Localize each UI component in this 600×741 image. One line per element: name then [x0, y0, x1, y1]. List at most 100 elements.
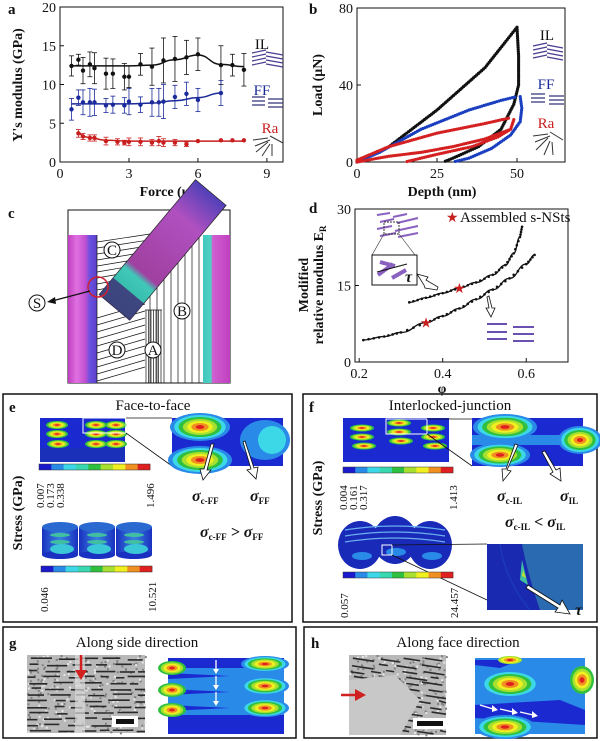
- stress-map-face: [475, 656, 594, 739]
- shear-arrow-icon: [376, 263, 408, 273]
- scale-bar: [417, 721, 443, 726]
- shear-inset: [371, 254, 418, 286]
- tem-noise: [372, 659, 375, 662]
- panel-h: h Along face direction: [303, 626, 598, 739]
- hatch-line: [96, 352, 146, 368]
- x-tick-label: 0: [57, 167, 64, 182]
- tem-stripe: [431, 711, 447, 716]
- tem-noise: [67, 673, 70, 676]
- hollow-arrow-icon: [501, 443, 519, 483]
- tem-noise: [422, 660, 425, 663]
- tem-noise: [41, 664, 44, 667]
- stress-3d-il: [338, 516, 452, 569]
- ff-inset-icon: [487, 323, 534, 342]
- cylinder-face: [124, 544, 148, 554]
- tem-noise: [53, 699, 56, 702]
- tem-noise: [412, 665, 415, 668]
- tem-noise: [55, 689, 58, 692]
- tem-noise: [412, 661, 415, 664]
- y-tick-label: 0: [346, 156, 353, 171]
- legend-ff-a: FF: [254, 83, 271, 99]
- tem-noise: [437, 702, 440, 705]
- data-point-interlocked: [513, 247, 517, 251]
- tem-noise: [106, 659, 109, 662]
- stress-relation-e: σc-FF > σFF: [200, 524, 264, 542]
- tem-noise: [414, 668, 417, 671]
- tem-noise: [94, 677, 97, 680]
- tem-stripe: [423, 670, 445, 676]
- colorbar-ff-1: [38, 463, 151, 471]
- data-point-FF: [126, 99, 132, 104]
- data-point-FF: [172, 94, 178, 100]
- data-point-face-to-face: [372, 336, 376, 340]
- data-point-face-to-face: [424, 321, 428, 325]
- tem-noise: [98, 686, 101, 689]
- tem-noise: [112, 663, 115, 666]
- stress-hotspot: [54, 433, 60, 435]
- tem-noise: [53, 678, 56, 681]
- cylinder-band: [50, 540, 70, 544]
- stress-hotspot: [93, 433, 99, 435]
- stress-hotspot: [430, 427, 436, 429]
- colorbar-segment: [51, 464, 64, 470]
- tem-noise: [85, 687, 88, 690]
- tem-noise: [54, 674, 57, 677]
- tem-noise: [141, 727, 144, 730]
- tem-stripe: [378, 663, 388, 667]
- tem-noise: [41, 689, 44, 692]
- tem-noise: [144, 721, 147, 724]
- tem-noise: [106, 682, 109, 685]
- tem-noise: [30, 696, 33, 699]
- tem-noise: [404, 672, 407, 675]
- tem-noise: [27, 687, 30, 690]
- data-point-IL: [517, 65, 521, 69]
- data-point-Ra: [184, 141, 189, 147]
- data-point-face-to-face: [520, 266, 524, 269]
- cylinder-band: [87, 533, 107, 537]
- data-point-interlocked: [483, 277, 486, 280]
- data-point-face-to-face: [453, 309, 457, 312]
- tem-noise: [414, 729, 417, 732]
- tem-noise: [382, 673, 385, 676]
- x-tick-label: 0: [354, 167, 361, 182]
- data-point-interlocked: [519, 230, 523, 234]
- data-point-interlocked: [515, 243, 519, 247]
- tem-noise: [422, 671, 425, 674]
- tem-noise: [134, 696, 137, 699]
- white-arrow-icon: [213, 685, 219, 690]
- data-point-interlocked: [449, 289, 453, 292]
- data-point-interlocked: [428, 295, 432, 298]
- tem-stripe: [421, 681, 443, 686]
- panel-label-h: h: [311, 636, 320, 652]
- data-point-IL: [241, 67, 247, 72]
- tem-noise: [119, 732, 122, 735]
- tem-noise: [133, 663, 136, 666]
- white-arrow-icon: [532, 711, 538, 718]
- tem-noise: [378, 674, 381, 677]
- tem-noise: [32, 728, 35, 731]
- tem-noise: [104, 695, 107, 698]
- label-s: S: [28, 294, 46, 312]
- data-point-interlocked: [512, 252, 516, 255]
- tem-stripe: [424, 657, 443, 662]
- tem-noise: [443, 661, 446, 664]
- data-point-face-to-face: [491, 288, 495, 291]
- tem-noise: [442, 703, 445, 706]
- tem-noise: [42, 680, 45, 683]
- tem-noise: [58, 714, 61, 717]
- tem-noise: [91, 680, 94, 683]
- x-axis-title-d: φ: [438, 382, 447, 397]
- colorbar-segment: [355, 467, 368, 473]
- tem-noise: [139, 655, 142, 658]
- data-point-FF: [80, 100, 86, 105]
- tem-noise: [37, 678, 40, 681]
- data-point-FF: [218, 90, 224, 96]
- tem-noise: [131, 681, 134, 684]
- data-point-face-to-face: [405, 328, 409, 332]
- stress-inset-ff: [168, 413, 290, 474]
- tem-noise: [130, 671, 133, 674]
- tem-noise: [143, 704, 146, 707]
- tem-noise: [141, 724, 144, 727]
- title-f: Interlocked-junction: [389, 398, 512, 414]
